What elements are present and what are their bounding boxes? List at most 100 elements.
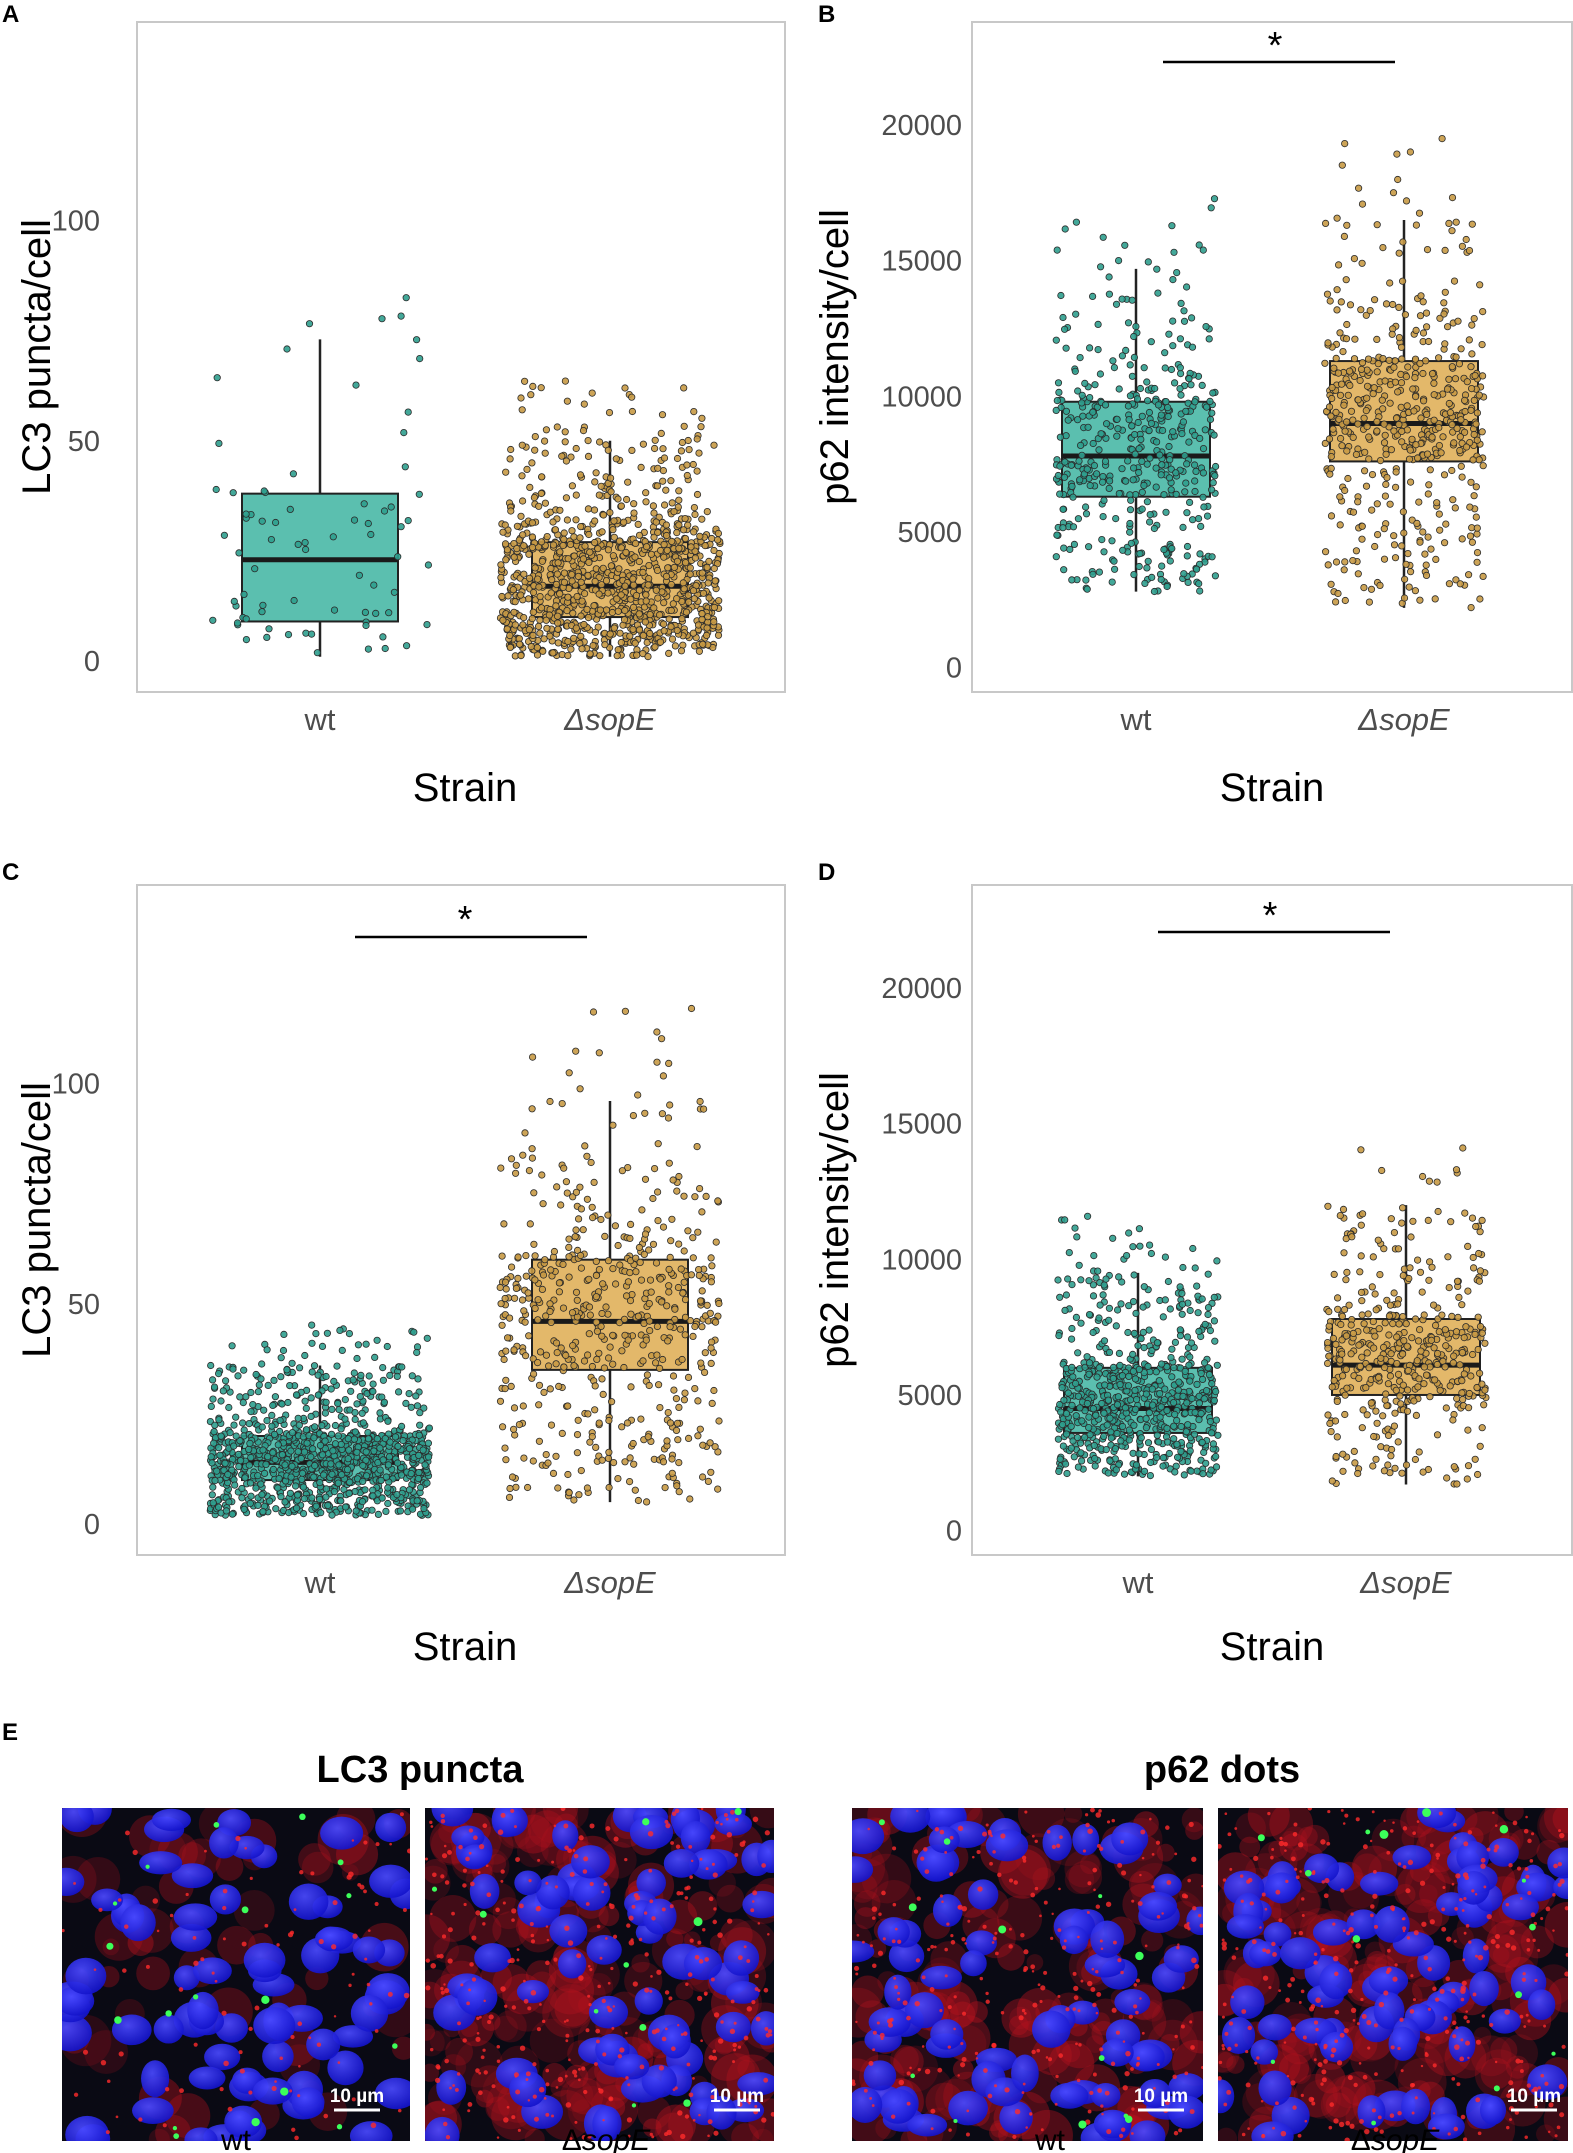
data-point [1176,384,1184,393]
data-point [1326,297,1334,305]
y-tick-label: 15000 [881,246,962,278]
data-point [1145,1409,1153,1417]
data-point [670,563,679,572]
data-point [1403,1342,1411,1350]
data-point [1445,580,1454,588]
data-point [1354,420,1362,428]
data-point [1334,1294,1342,1302]
data-point [1140,1467,1149,1475]
data-point [242,615,250,623]
data-point [1135,445,1143,453]
data-point [1085,1370,1093,1378]
data-point [679,1289,687,1297]
data-point [1393,1360,1401,1368]
data-point [1416,1268,1425,1276]
data-point [531,564,539,572]
data-point [595,438,604,446]
data-point [1458,1349,1467,1357]
data-point [623,1419,632,1427]
data-point [1473,558,1481,566]
data-point [572,1047,580,1055]
data-point [1380,1467,1389,1475]
data-point [211,1421,219,1429]
data-point [615,565,623,573]
data-point [416,1421,424,1429]
data-point [1422,561,1430,569]
data-point [671,1305,679,1313]
data-point [500,1220,508,1228]
data-point [405,1486,414,1494]
data-point [1475,1249,1483,1258]
data-point [1119,1422,1127,1431]
data-point [549,649,557,657]
data-point [1468,350,1476,358]
data-point [239,1419,247,1427]
data-point [577,578,585,586]
data-point [518,406,526,414]
data-point [538,1171,546,1179]
data-point [513,544,521,553]
data-point [620,1363,628,1372]
data-point [684,591,692,599]
data-point [1322,548,1330,556]
data-point [1458,535,1466,543]
data-point [529,382,537,390]
data-point [361,608,369,617]
data-point [280,1330,288,1339]
data-point [561,377,570,385]
data-point [580,589,589,598]
data-point [1212,1463,1221,1471]
data-point [1373,221,1381,229]
data-point [1407,568,1415,576]
data-point [562,457,571,465]
data-point [1124,402,1133,410]
data-point [1126,1396,1135,1404]
y-axis-label: LC3 puncta/cell [15,1082,59,1358]
data-point [286,1489,294,1497]
data-point [573,1431,582,1439]
data-point [1144,557,1152,565]
data-point [337,1425,345,1433]
data-point [518,441,526,449]
data-point [1475,456,1483,464]
data-point [245,1461,253,1469]
data-point [333,1362,341,1370]
data-point [307,1453,315,1461]
data-point [1146,1472,1155,1480]
data-point [1103,1421,1111,1429]
data-point [1078,399,1086,407]
data-point [314,1371,322,1379]
data-point [639,631,648,640]
data-point [1178,429,1186,438]
data-point [662,572,671,581]
data-point [583,1351,592,1359]
data-point [1330,1270,1338,1279]
data-point [309,1445,317,1453]
data-point [577,632,585,641]
data-point [1398,355,1406,363]
data-point [404,516,412,525]
data-point [1390,427,1398,435]
jitter-points-sope [1321,135,1488,612]
data-point [642,597,650,605]
data-point [1165,1449,1173,1458]
data-point [1197,1409,1205,1418]
data-point [642,498,650,506]
data-point [1137,1434,1145,1442]
data-point [413,1348,421,1357]
data-point [1145,426,1153,435]
data-point [668,1469,676,1477]
data-point [612,455,620,463]
data-point [390,588,398,596]
data-point [215,1370,223,1378]
data-point [1422,571,1431,580]
data-point [695,1185,704,1193]
data-point [681,534,690,543]
data-point [354,1341,362,1349]
data-point [1076,1439,1085,1447]
data-point [584,436,592,445]
data-point [538,1285,547,1294]
data-point [397,523,405,531]
data-point [1337,434,1345,443]
data-point [1365,1364,1373,1372]
